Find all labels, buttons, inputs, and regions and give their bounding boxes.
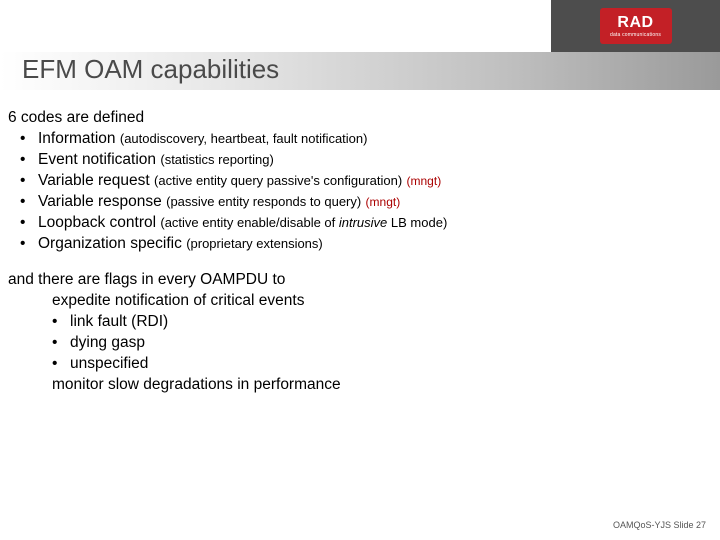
flag-item: •link fault (RDI) — [52, 312, 712, 333]
code-name: Organization specific — [38, 235, 182, 252]
bullet-icon: • — [52, 312, 70, 333]
logo-sub-text: data communications — [610, 33, 661, 38]
bullet-icon: • — [20, 213, 38, 234]
flags-body: expedite notification of critical events… — [8, 291, 712, 396]
bullet-icon: • — [52, 354, 70, 375]
flags-intro: and there are flags in every OAMPDU to — [8, 270, 712, 291]
slide-title: EFM OAM capabilities — [22, 54, 279, 85]
code-item: •Information (autodiscovery, heartbeat, … — [8, 129, 712, 150]
code-item: •Variable response (passive entity respo… — [8, 192, 712, 213]
codes-list: •Information (autodiscovery, heartbeat, … — [8, 129, 712, 255]
flag-text: link fault (RDI) — [70, 313, 168, 330]
flag-text: unspecified — [70, 355, 148, 372]
slide-content: 6 codes are defined •Information (autodi… — [0, 90, 720, 396]
flags-section: and there are flags in every OAMPDU to e… — [8, 270, 712, 396]
code-name: Information — [38, 130, 116, 147]
bullet-icon: • — [20, 234, 38, 255]
logo-main-text: RAD — [617, 15, 653, 31]
code-name: Variable response — [38, 193, 162, 210]
codes-intro: 6 codes are defined — [8, 108, 712, 129]
flag-item: •unspecified — [52, 354, 712, 375]
bullet-icon: • — [20, 192, 38, 213]
code-desc: (proprietary extensions) — [186, 236, 323, 251]
code-item: •Variable request (active entity query p… — [8, 171, 712, 192]
code-desc: (active entity query passive's configura… — [154, 173, 402, 188]
bullet-icon: • — [52, 333, 70, 354]
bullet-icon: • — [20, 129, 38, 150]
flags-list: •link fault (RDI)•dying gasp•unspecified — [52, 312, 712, 375]
bullet-icon: • — [20, 150, 38, 171]
code-desc: (statistics reporting) — [160, 152, 273, 167]
slide-footer: OAMQoS-YJS Slide 27 — [613, 520, 706, 530]
flags-line2: monitor slow degradations in performance — [52, 375, 712, 396]
code-item: •Organization specific (proprietary exte… — [8, 234, 712, 255]
flag-text: dying gasp — [70, 334, 145, 351]
code-desc: (active entity enable/disable of intrusi… — [160, 215, 447, 230]
code-desc: (passive entity responds to query) — [166, 194, 361, 209]
code-name: Variable request — [38, 172, 150, 189]
code-item: •Loopback control (active entity enable/… — [8, 213, 712, 234]
code-desc: (autodiscovery, heartbeat, fault notific… — [120, 131, 368, 146]
code-item: •Event notification (statistics reportin… — [8, 150, 712, 171]
flags-line1: expedite notification of critical events — [52, 291, 712, 312]
code-tag: (mngt) — [407, 174, 442, 188]
code-name: Event notification — [38, 151, 156, 168]
flag-item: •dying gasp — [52, 333, 712, 354]
code-name: Loopback control — [38, 214, 156, 231]
rad-logo: RAD data communications — [600, 8, 672, 44]
bullet-icon: • — [20, 171, 38, 192]
code-tag: (mngt) — [366, 195, 401, 209]
logo-container: RAD data communications — [551, 0, 720, 52]
slide-header: RAD data communications EFM OAM capabili… — [0, 0, 720, 90]
